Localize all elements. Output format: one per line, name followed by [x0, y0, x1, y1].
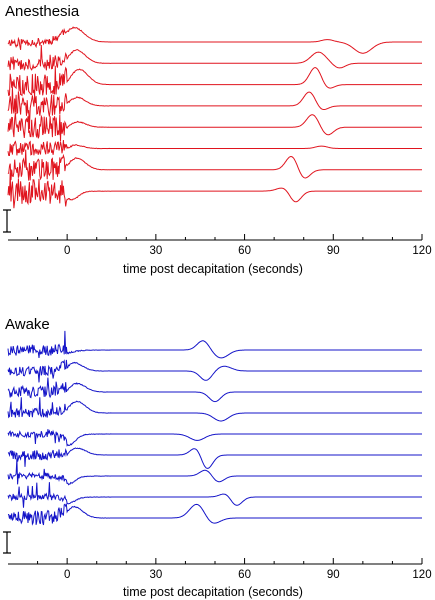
- awake-traces: [7, 330, 422, 526]
- trace-line: [7, 397, 422, 422]
- x-tick-label: 30: [149, 569, 162, 581]
- trace-line: [7, 26, 422, 54]
- trace-line: [7, 458, 422, 486]
- trace-line: [7, 359, 422, 383]
- x-tick-label: 0: [64, 245, 70, 257]
- x-tick-label: 120: [412, 569, 431, 581]
- x-tick-label: 120: [412, 245, 431, 257]
- x-tick-label: 60: [238, 245, 251, 257]
- anesthesia-panel-title: Anesthesia: [5, 3, 80, 20]
- trace-line: [7, 86, 422, 130]
- awake-panel-title: Awake: [5, 316, 50, 333]
- trace-line: [7, 447, 422, 469]
- trace-line: [7, 149, 422, 181]
- trace-line: [7, 44, 422, 71]
- x-tick-label: 60: [238, 569, 251, 581]
- awake-x-axis: 0 30 60 90 120: [8, 558, 432, 581]
- awake-scale-bar: [3, 531, 11, 554]
- trace-line: [7, 482, 422, 508]
- trace-line: [7, 140, 422, 157]
- anesthesia-panel: Anesthesia 0 30 60 90 120 time post decapita…: [3, 3, 432, 276]
- anesthesia-x-axis: 0 30 60 90 120: [8, 234, 432, 257]
- x-tick-label: 90: [327, 569, 340, 581]
- trace-line: [7, 112, 422, 142]
- x-tick-label: 0: [64, 569, 70, 581]
- x-tick-label: 30: [149, 245, 162, 257]
- anesthesia-scale-bar: [3, 209, 11, 233]
- awake-x-axis-label: time post decapitation (seconds): [123, 585, 303, 599]
- trace-line: [7, 429, 422, 447]
- trace-line: [7, 502, 422, 526]
- awake-panel: Awake 0 30 60 90 120 time post decapitation …: [3, 316, 432, 599]
- anesthesia-traces: [7, 26, 422, 209]
- anesthesia-x-axis-label: time post decapitation (seconds): [123, 262, 303, 276]
- trace-line: [7, 172, 422, 209]
- trace-line: [7, 377, 422, 403]
- trace-line: [7, 330, 422, 359]
- x-tick-label: 90: [327, 245, 340, 257]
- trace-line: [7, 65, 422, 97]
